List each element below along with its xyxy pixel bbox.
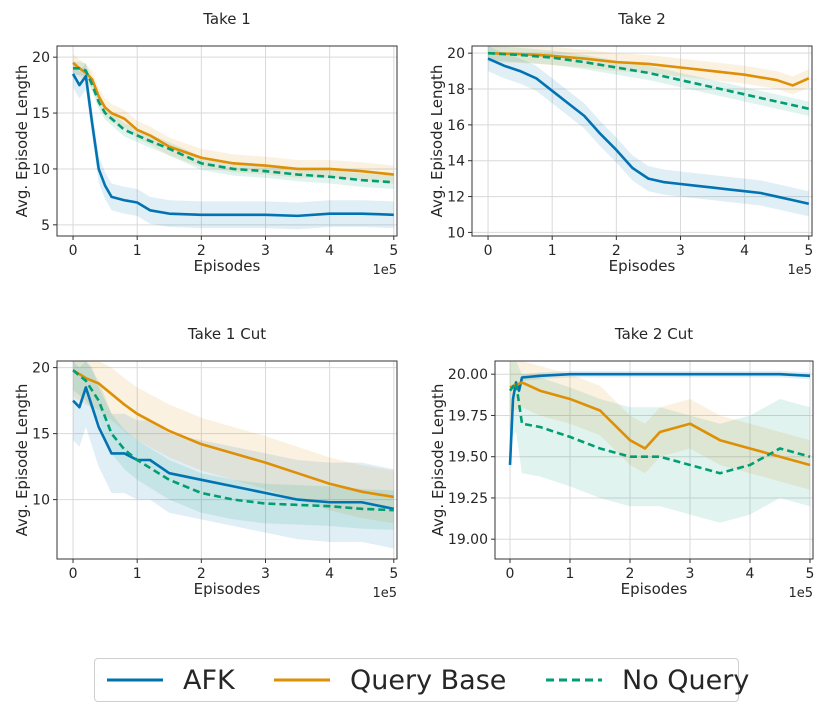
series-line-afk [487, 57, 810, 206]
panel-take-2-cut: 0 1 2 3 4 5 19.00 19.25 19.50 19.75 20.00 Take 2 Cu… [429, 325, 814, 601]
series-line-afk [72, 386, 395, 511]
y-tick-label: 10 [32, 162, 50, 178]
y-tick-label: 19.00 [448, 532, 488, 548]
x-tick-label: 5 [804, 243, 813, 259]
x-tick-label: 4 [746, 566, 755, 582]
series-line-query-base [509, 381, 811, 467]
x-tick-label: 5 [389, 243, 398, 259]
y-axis-label: Avg. Episode Length [13, 65, 31, 218]
y-tick-label: 20 [32, 50, 50, 66]
chart-title: Take 1 Cut [187, 325, 266, 343]
y-tick-label: 19.50 [448, 450, 488, 466]
x-tick-label: 1 [133, 243, 142, 259]
x-tick-label: 4 [740, 243, 749, 259]
legend-label-query-base: Query Base [350, 664, 507, 696]
plot-frame [471, 45, 813, 237]
y-tick-label: 20.00 [448, 367, 488, 383]
x-tick-label: 5 [806, 566, 815, 582]
x-axis-multiplier: 1e5 [372, 263, 397, 278]
legend-item-no-query: No Query [544, 659, 749, 701]
series-line-no-query [73, 67, 394, 184]
legend-swatch-afk [107, 678, 163, 682]
y-tick-label: 19.75 [448, 408, 488, 424]
band-query-base [73, 361, 394, 524]
x-tick-label: 1 [133, 566, 142, 582]
x-tick-label: 3 [676, 243, 685, 259]
y-tick-label: 15 [32, 106, 50, 122]
x-tick-label: 2 [197, 566, 206, 582]
x-tick-label: 1 [566, 566, 575, 582]
band-afk [488, 46, 809, 217]
series-line-query-base [72, 61, 394, 176]
x-tick-label: 0 [506, 566, 515, 582]
chart-title: Take 2 [617, 10, 666, 28]
band-no-query [488, 46, 809, 116]
series-line-query-base [488, 51, 810, 87]
x-axis-label: Episodes [621, 580, 688, 598]
x-axis-multiplier: 1e5 [788, 586, 813, 601]
y-tick-label: 19.25 [448, 491, 488, 507]
x-tick-label: 3 [261, 566, 270, 582]
x-axis-multiplier: 1e5 [787, 263, 812, 278]
band-query-base [510, 361, 810, 490]
legend-swatch-query-base [274, 678, 330, 682]
x-tick-label: 5 [389, 566, 398, 582]
x-tick-label: 0 [69, 243, 78, 259]
x-axis-label: Episodes [194, 580, 261, 598]
x-tick-label: 2 [197, 243, 206, 259]
legend-label-afk: AFK [183, 664, 235, 696]
band-no-query [73, 361, 394, 530]
y-tick-label: 16 [447, 118, 465, 134]
y-tick-label: 10 [32, 493, 50, 509]
x-axis-multiplier: 1e5 [372, 586, 397, 601]
x-tick-label: 2 [612, 243, 621, 259]
y-tick-label: 15 [32, 427, 50, 443]
y-tick-label: 10 [447, 225, 465, 241]
panel-take-1: 0 1 2 3 4 5 5 10 15 20 Take 1 Episodes 1e5 Avg. Episo… [13, 10, 398, 278]
legend: AFK Query Base No Query [94, 658, 749, 702]
x-tick-label: 1 [548, 243, 557, 259]
x-tick-label: 0 [484, 243, 493, 259]
y-axis-label: Avg. Episode Length [428, 65, 446, 218]
x-tick-label: 4 [325, 566, 334, 582]
y-tick-label: 20 [447, 46, 465, 62]
y-tick-label: 18 [447, 82, 465, 98]
y-tick-label: 20 [32, 361, 50, 377]
y-tick-label: 5 [41, 218, 50, 234]
plot-frame [56, 45, 398, 237]
legend-item-query-base: Query Base [272, 659, 506, 701]
x-tick-label: 4 [325, 243, 334, 259]
y-axis-label: Avg. Episode Length [429, 384, 447, 537]
x-tick-label: 3 [686, 566, 695, 582]
plot-frame [56, 360, 398, 560]
band-no-query [510, 361, 810, 523]
legend-label-no-query: No Query [622, 664, 750, 696]
plot-frame [494, 360, 814, 560]
y-tick-label: 12 [447, 190, 465, 206]
series-line-afk [71, 73, 394, 218]
x-axis-label: Episodes [194, 257, 261, 275]
legend-swatch-no-query [546, 678, 602, 682]
plot-area [57, 46, 397, 236]
x-tick-label: 0 [69, 566, 78, 582]
x-tick-label: 2 [626, 566, 635, 582]
x-axis-label: Episodes [609, 257, 676, 275]
panel-take-1-cut: 0 1 2 3 4 5 10 15 20 Take 1 Cut Episodes 1e5 Avg. Ep… [13, 325, 398, 601]
series-line-no-query [72, 369, 394, 512]
y-tick-label: 14 [447, 154, 465, 170]
chart-title: Take 2 Cut [614, 325, 693, 343]
x-tick-label: 3 [261, 243, 270, 259]
series-line-query-base [72, 369, 395, 499]
plot-area [57, 361, 397, 559]
series-line-no-query [508, 381, 811, 475]
chart-title: Take 1 [202, 10, 251, 28]
series-line-afk [508, 372, 811, 466]
y-axis-label: Avg. Episode Length [13, 384, 31, 537]
legend-item-afk: AFK [105, 659, 235, 701]
